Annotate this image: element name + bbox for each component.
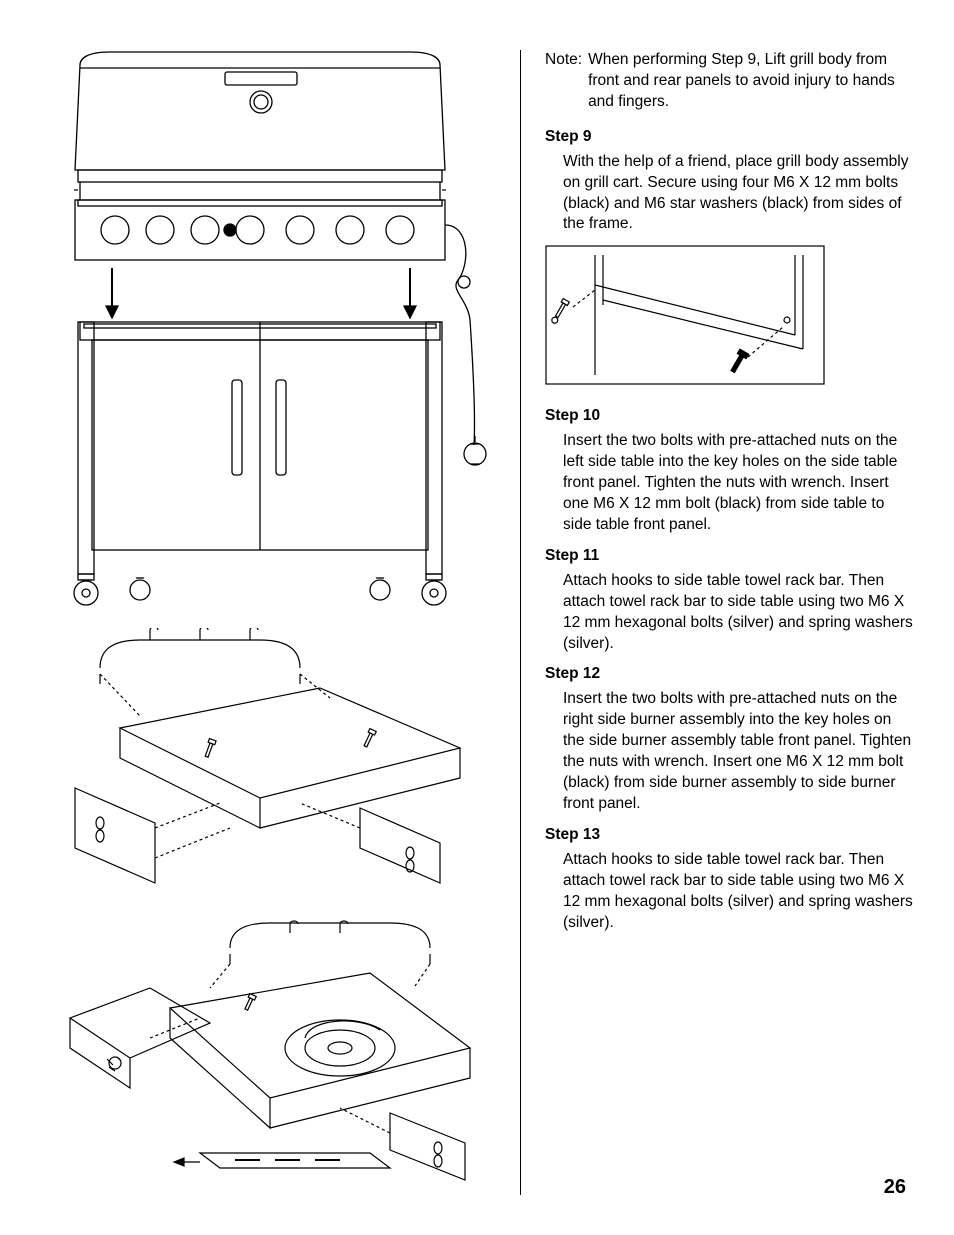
step-body-11: Attach hooks to side table towel rack ba… xyxy=(563,571,914,655)
step-body-10: Insert the two bolts with pre-attached n… xyxy=(563,431,914,536)
note-block: Note: When performing Step 9, Lift grill… xyxy=(545,50,914,113)
two-column-layout: Note: When performing Step 9, Lift grill… xyxy=(40,50,914,1195)
step-heading-9: Step 9 xyxy=(545,127,914,148)
step-body-13: Attach hooks to side table towel rack ba… xyxy=(563,850,914,934)
note-text: When performing Step 9, Lift grill body … xyxy=(582,50,914,113)
diagram-side-burner-right xyxy=(50,918,490,1198)
step-body-12: Insert the two bolts with pre-attached n… xyxy=(563,689,914,815)
page-number: 26 xyxy=(884,1176,906,1199)
left-column xyxy=(40,50,500,1195)
step-heading-11: Step 11 xyxy=(545,546,914,567)
step-heading-12: Step 12 xyxy=(545,664,914,685)
step-body-9: With the help of a friend, place grill b… xyxy=(563,152,914,236)
note-label: Note: xyxy=(545,50,582,113)
step-heading-10: Step 10 xyxy=(545,406,914,427)
diagram-side-table-left xyxy=(50,628,490,898)
step-heading-13: Step 13 xyxy=(545,825,914,846)
page: Note: When performing Step 9, Lift grill… xyxy=(0,0,954,1235)
diagram-bolt-detail xyxy=(545,245,914,392)
diagram-grill-on-cart xyxy=(50,50,490,608)
right-column: Note: When performing Step 9, Lift grill… xyxy=(520,50,914,1195)
